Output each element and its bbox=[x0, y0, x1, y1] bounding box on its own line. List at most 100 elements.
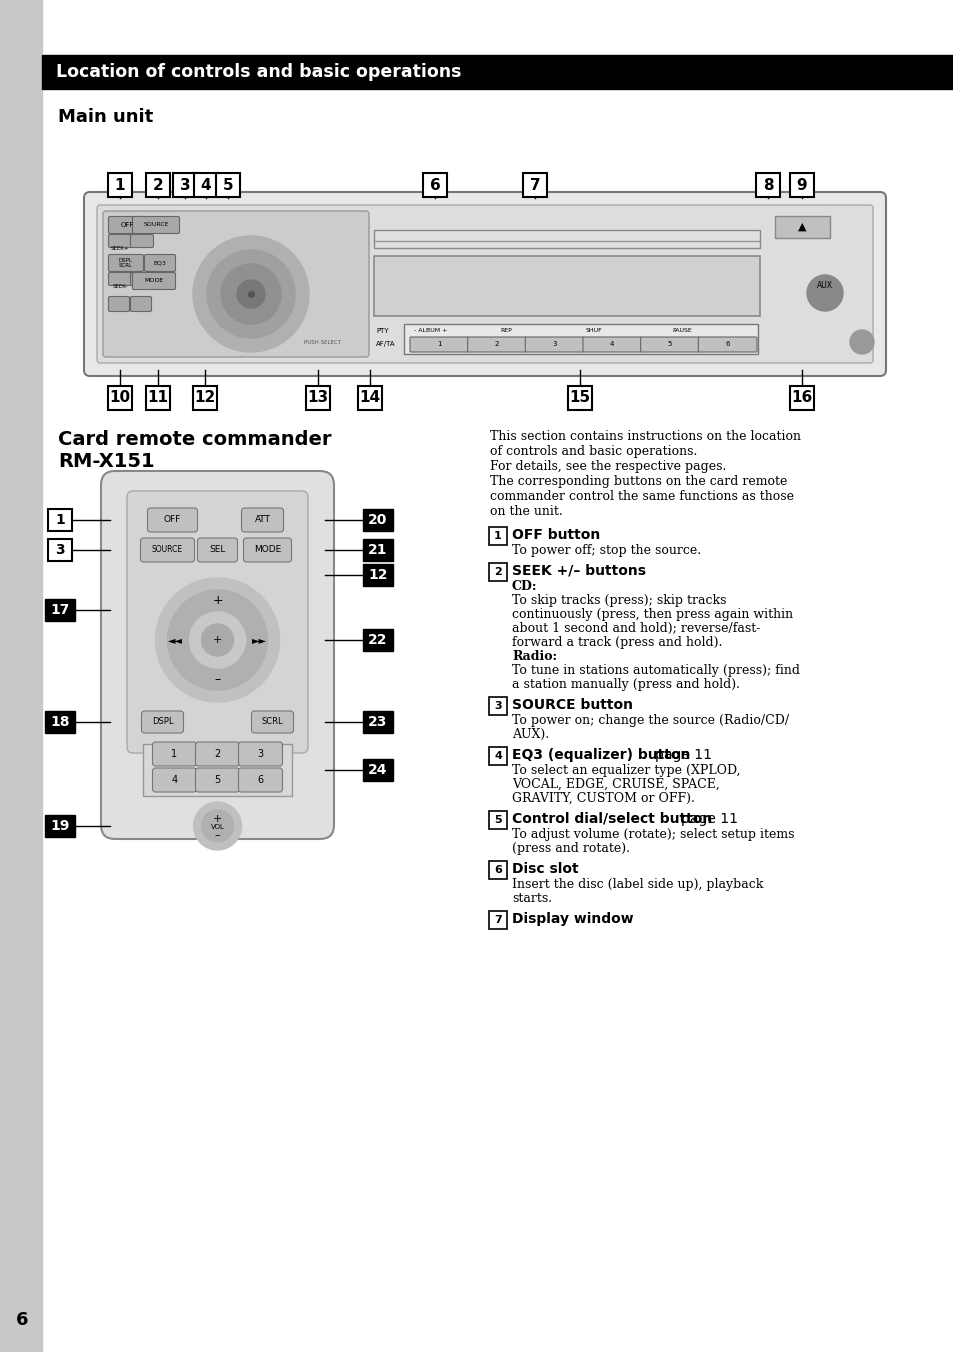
Bar bbox=[363, 758, 393, 781]
Text: 5: 5 bbox=[214, 775, 220, 786]
Text: To skip tracks (press); skip tracks: To skip tracks (press); skip tracks bbox=[512, 594, 726, 607]
Bar bbox=[374, 230, 760, 247]
Text: ▲: ▲ bbox=[797, 222, 805, 233]
Circle shape bbox=[193, 802, 241, 850]
Text: 3: 3 bbox=[494, 700, 501, 711]
Text: Display window: Display window bbox=[512, 913, 633, 926]
Text: 3: 3 bbox=[552, 342, 557, 347]
Circle shape bbox=[207, 250, 294, 338]
Bar bbox=[357, 385, 382, 410]
Text: CD:: CD: bbox=[512, 580, 537, 594]
Bar bbox=[363, 508, 393, 531]
FancyBboxPatch shape bbox=[698, 337, 757, 352]
Bar bbox=[789, 173, 813, 197]
Circle shape bbox=[806, 274, 842, 311]
Circle shape bbox=[201, 625, 233, 656]
Bar bbox=[774, 216, 829, 238]
Bar bbox=[363, 629, 393, 652]
Text: of controls and basic operations.: of controls and basic operations. bbox=[490, 445, 697, 458]
Text: SHUF: SHUF bbox=[585, 327, 602, 333]
Text: 6: 6 bbox=[16, 1311, 29, 1329]
Text: commander control the same functions as those: commander control the same functions as … bbox=[490, 489, 793, 503]
Text: 16: 16 bbox=[791, 391, 812, 406]
FancyBboxPatch shape bbox=[127, 491, 308, 753]
Bar bbox=[755, 173, 780, 197]
Text: PTY: PTY bbox=[375, 329, 388, 334]
Text: –: – bbox=[214, 673, 220, 687]
Bar bbox=[363, 539, 393, 561]
Bar bbox=[363, 711, 393, 733]
Text: SOURCE button: SOURCE button bbox=[512, 698, 633, 713]
FancyBboxPatch shape bbox=[243, 538, 292, 562]
Text: To adjust volume (rotate); select setup items: To adjust volume (rotate); select setup … bbox=[512, 827, 794, 841]
Text: 21: 21 bbox=[368, 544, 387, 557]
Bar bbox=[567, 385, 592, 410]
Text: 3: 3 bbox=[179, 177, 190, 192]
Text: 12: 12 bbox=[194, 391, 215, 406]
FancyBboxPatch shape bbox=[238, 768, 282, 792]
Bar bbox=[146, 173, 170, 197]
Text: To power on; change the source (Radio/CD/: To power on; change the source (Radio/CD… bbox=[512, 714, 788, 727]
FancyBboxPatch shape bbox=[152, 768, 196, 792]
Text: SCRL: SCRL bbox=[261, 718, 283, 726]
Bar bbox=[108, 385, 132, 410]
Text: +: + bbox=[213, 635, 222, 645]
Text: Disc slot: Disc slot bbox=[512, 863, 578, 876]
FancyBboxPatch shape bbox=[140, 538, 194, 562]
Text: For details, see the respective pages.: For details, see the respective pages. bbox=[490, 460, 725, 473]
FancyBboxPatch shape bbox=[101, 470, 334, 840]
Bar bbox=[422, 173, 447, 197]
Text: 7: 7 bbox=[529, 177, 539, 192]
Text: SEL: SEL bbox=[209, 545, 226, 554]
Bar bbox=[489, 811, 506, 829]
Text: 6: 6 bbox=[429, 177, 440, 192]
Text: continuously (press, then press again within: continuously (press, then press again wi… bbox=[512, 608, 792, 621]
Text: about 1 second and hold); reverse/fast-: about 1 second and hold); reverse/fast- bbox=[512, 622, 760, 635]
Text: page 11: page 11 bbox=[655, 748, 711, 763]
Circle shape bbox=[236, 280, 265, 308]
Bar bbox=[489, 861, 506, 879]
Text: 17: 17 bbox=[51, 603, 70, 617]
Text: 12: 12 bbox=[368, 568, 387, 581]
Text: DSPL: DSPL bbox=[152, 718, 173, 726]
Text: AUX: AUX bbox=[816, 281, 832, 291]
Text: AUX).: AUX). bbox=[512, 727, 549, 741]
Bar bbox=[489, 527, 506, 545]
Text: GRAVITY, CUSTOM or OFF).: GRAVITY, CUSTOM or OFF). bbox=[512, 792, 694, 804]
Text: 15: 15 bbox=[569, 391, 590, 406]
FancyBboxPatch shape bbox=[109, 296, 130, 311]
Bar bbox=[193, 173, 218, 197]
FancyBboxPatch shape bbox=[195, 742, 239, 767]
FancyBboxPatch shape bbox=[109, 234, 132, 247]
FancyBboxPatch shape bbox=[131, 234, 153, 247]
Text: PUSH SELECT: PUSH SELECT bbox=[304, 339, 340, 345]
Bar bbox=[42, 55, 953, 89]
FancyBboxPatch shape bbox=[197, 538, 237, 562]
Text: 11: 11 bbox=[148, 391, 169, 406]
Text: a station manually (press and hold).: a station manually (press and hold). bbox=[512, 677, 740, 691]
Text: 10: 10 bbox=[110, 391, 131, 406]
Text: MODE: MODE bbox=[144, 279, 163, 284]
Text: ►►: ►► bbox=[252, 635, 267, 645]
Bar bbox=[489, 748, 506, 765]
Text: SOURCE: SOURCE bbox=[143, 223, 169, 227]
Text: 18: 18 bbox=[51, 715, 70, 729]
Text: OFF button: OFF button bbox=[512, 529, 599, 542]
Text: EQ3: EQ3 bbox=[153, 261, 166, 265]
Text: DSPL
SCRL: DSPL SCRL bbox=[119, 258, 132, 269]
Text: SOURCE: SOURCE bbox=[152, 545, 183, 554]
FancyBboxPatch shape bbox=[132, 273, 175, 289]
Bar bbox=[172, 173, 197, 197]
Text: 7: 7 bbox=[494, 915, 501, 925]
Text: 2: 2 bbox=[494, 566, 501, 577]
FancyBboxPatch shape bbox=[97, 206, 872, 362]
Text: Location of controls and basic operations: Location of controls and basic operation… bbox=[56, 64, 461, 81]
Text: To select an equalizer type (XPLOD,: To select an equalizer type (XPLOD, bbox=[512, 764, 740, 777]
Bar bbox=[489, 911, 506, 929]
Text: Insert the disc (label side up), playback: Insert the disc (label side up), playbac… bbox=[512, 877, 762, 891]
Bar bbox=[45, 711, 75, 733]
Text: +: + bbox=[212, 594, 223, 607]
Text: 1: 1 bbox=[436, 342, 441, 347]
Text: 22: 22 bbox=[368, 633, 387, 648]
Bar bbox=[489, 698, 506, 715]
